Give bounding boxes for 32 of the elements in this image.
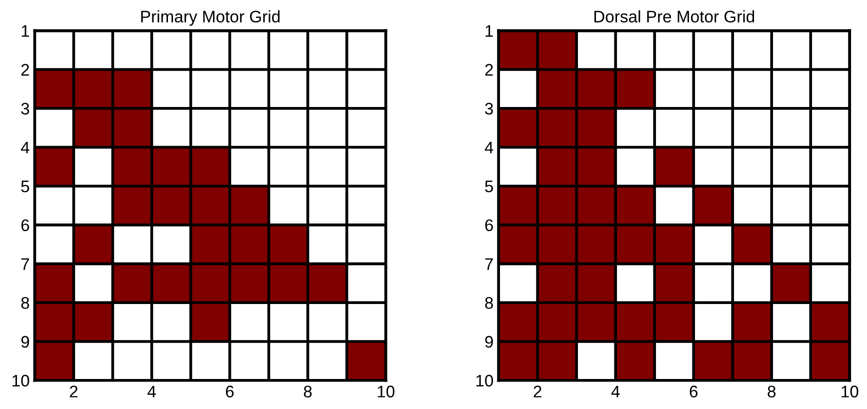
x-tick-label: 8	[768, 386, 776, 398]
y-tick-label: 5	[21, 180, 30, 192]
y-tick-label: 10	[476, 374, 494, 387]
y-tick-label: 3	[21, 102, 30, 115]
x-tick-label: 4	[147, 386, 156, 398]
x-tick-label: 10	[842, 386, 858, 398]
x-tick-label: 6	[226, 386, 234, 398]
y-tick-label: 7	[485, 258, 493, 270]
y-tick-label: 1	[22, 25, 30, 37]
y-tick-label: 4	[20, 142, 30, 154]
x-tick-label: 4	[611, 386, 620, 398]
y-tick-label: 5	[485, 180, 493, 192]
y-tick-label: 8	[21, 297, 30, 309]
y-tick-label: 4	[484, 142, 494, 154]
x-tick-label: 6	[690, 386, 698, 398]
y-tick-label: 8	[485, 297, 493, 309]
y-tick-label: 2	[485, 64, 493, 76]
y-tick-label: 6	[21, 219, 30, 232]
x-tick-label: 2	[70, 386, 78, 398]
y-tick-label: 7	[21, 258, 29, 270]
y-tick-label: 9	[485, 336, 493, 348]
x-tick-label: 8	[304, 386, 312, 398]
y-tick-label: 3	[485, 102, 493, 115]
y-tick-label: 1	[486, 25, 493, 37]
y-tick-label: 10	[12, 374, 30, 387]
x-tick-label: 10	[378, 386, 394, 398]
y-tick-label: 9	[21, 336, 30, 348]
chart-title: Dorsal Pre Motor Grid	[594, 10, 754, 23]
chart-title: Primary Motor Grid	[141, 10, 280, 26]
y-tick-label: 2	[21, 64, 29, 76]
x-tick-label: 2	[534, 386, 542, 398]
y-tick-label: 6	[485, 219, 493, 232]
